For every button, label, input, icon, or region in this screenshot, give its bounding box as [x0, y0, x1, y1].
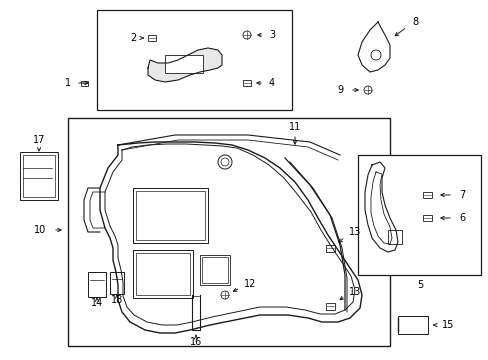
Text: 17: 17 — [33, 135, 45, 145]
Text: 3: 3 — [268, 30, 274, 40]
Bar — [200, 255, 229, 285]
Text: 14: 14 — [91, 298, 103, 308]
Bar — [422, 192, 430, 198]
Bar — [325, 302, 334, 310]
Text: 12: 12 — [244, 279, 256, 289]
Text: 18: 18 — [111, 295, 123, 305]
Bar — [133, 188, 207, 243]
Text: 16: 16 — [189, 337, 202, 347]
Bar — [422, 215, 430, 221]
Text: 1: 1 — [65, 78, 71, 88]
Text: 7: 7 — [458, 190, 464, 200]
Bar — [23, 155, 55, 197]
Text: 13: 13 — [348, 227, 360, 237]
Text: 11: 11 — [288, 122, 301, 132]
Polygon shape — [148, 48, 222, 82]
Text: 13: 13 — [348, 287, 360, 297]
Bar — [81, 81, 87, 85]
Bar — [88, 272, 106, 297]
Bar — [133, 250, 193, 298]
Bar — [202, 257, 227, 283]
Text: 6: 6 — [458, 213, 464, 223]
Text: 9: 9 — [336, 85, 343, 95]
Bar — [164, 55, 203, 73]
Bar — [243, 80, 250, 86]
Text: 4: 4 — [268, 78, 274, 88]
Text: 2: 2 — [130, 33, 136, 43]
Text: 5: 5 — [416, 280, 422, 290]
Bar — [325, 244, 334, 252]
Bar — [20, 152, 58, 200]
Bar — [136, 253, 190, 295]
Text: 8: 8 — [411, 17, 417, 27]
Text: 15: 15 — [441, 320, 453, 330]
Bar — [97, 10, 291, 110]
Bar — [68, 118, 389, 346]
Bar — [148, 35, 156, 41]
Text: 10: 10 — [34, 225, 46, 235]
Bar — [136, 191, 204, 240]
Bar — [110, 272, 124, 294]
Bar — [387, 230, 401, 244]
Bar — [357, 155, 480, 275]
Bar — [397, 316, 427, 334]
